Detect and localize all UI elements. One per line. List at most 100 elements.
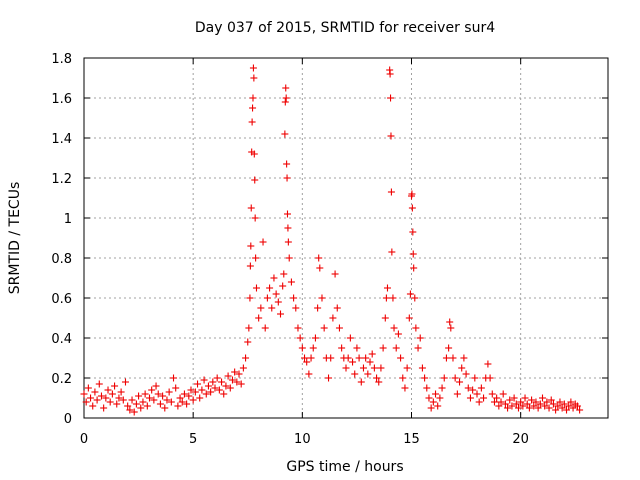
data-point <box>270 274 278 282</box>
chart-title: Day 037 of 2015, SRMTID for receiver sur… <box>195 20 495 36</box>
data-point <box>257 304 265 312</box>
data-point <box>294 324 302 332</box>
data-point <box>80 390 88 398</box>
data-point <box>381 314 389 322</box>
data-point <box>451 374 459 382</box>
y-tick-label: 0.4 <box>51 332 72 347</box>
data-point <box>119 396 127 404</box>
data-point <box>247 242 255 250</box>
data-point <box>366 358 374 366</box>
data-point <box>137 404 145 412</box>
data-point <box>573 402 581 410</box>
data-point <box>406 290 414 298</box>
data-point <box>556 398 564 406</box>
data-point <box>325 374 333 382</box>
data-point <box>139 398 147 406</box>
data-point <box>411 294 419 302</box>
data-point <box>362 354 370 362</box>
data-point <box>126 406 134 414</box>
data-point <box>320 324 328 332</box>
data-point <box>357 378 365 386</box>
data-point <box>547 396 555 404</box>
y-tick-label: 0.8 <box>51 252 72 267</box>
data-point <box>364 370 372 378</box>
data-point <box>226 384 234 392</box>
data-point <box>163 396 171 404</box>
data-point <box>272 290 280 298</box>
data-point <box>170 374 178 382</box>
data-point <box>298 344 306 352</box>
data-point <box>349 358 357 366</box>
data-point <box>438 384 446 392</box>
data-point <box>283 160 291 168</box>
data-point <box>249 64 257 72</box>
data-point <box>202 390 210 398</box>
data-point <box>342 364 350 372</box>
data-point <box>305 370 313 378</box>
data-point <box>141 390 149 398</box>
data-point <box>460 354 468 362</box>
data-point <box>176 394 184 402</box>
data-point <box>333 304 341 312</box>
data-point <box>469 386 477 394</box>
data-point <box>327 354 335 362</box>
data-point <box>150 396 158 404</box>
y-tick-label: 1.8 <box>51 52 72 67</box>
data-point <box>445 344 453 352</box>
data-point <box>132 400 140 408</box>
data-point <box>228 376 236 384</box>
data-point <box>410 264 418 272</box>
data-point <box>91 388 99 396</box>
data-point <box>484 360 492 368</box>
data-point <box>248 118 256 126</box>
data-point <box>95 380 103 388</box>
data-point <box>387 94 395 102</box>
data-point <box>143 402 151 410</box>
data-point <box>521 394 529 402</box>
data-point <box>235 370 243 378</box>
data-point <box>456 378 464 386</box>
data-point <box>475 398 483 406</box>
data-point <box>462 370 470 378</box>
data-point <box>178 398 186 406</box>
data-point <box>224 372 232 380</box>
data-point <box>172 384 180 392</box>
data-point <box>387 188 395 196</box>
data-point <box>436 394 444 402</box>
data-point <box>446 318 454 326</box>
data-point <box>209 378 217 386</box>
data-point <box>284 238 292 246</box>
data-point <box>161 404 169 412</box>
data-point <box>283 210 291 218</box>
y-tick-label: 1.6 <box>51 92 72 107</box>
data-point <box>309 344 317 352</box>
data-point <box>499 390 507 398</box>
data-point <box>249 104 257 112</box>
data-point <box>263 294 271 302</box>
data-point <box>421 374 429 382</box>
data-point <box>405 314 413 322</box>
data-point <box>135 392 143 400</box>
data-point <box>512 400 520 408</box>
data-point <box>159 392 167 400</box>
data-point <box>497 398 505 406</box>
data-point <box>379 344 387 352</box>
data-point <box>495 402 503 410</box>
data-point <box>318 294 326 302</box>
data-point <box>412 324 420 332</box>
data-point <box>108 390 116 398</box>
data-point <box>449 354 457 362</box>
data-point <box>117 388 125 396</box>
data-point <box>314 304 322 312</box>
data-point <box>249 94 257 102</box>
data-point <box>222 382 230 390</box>
data-point <box>233 378 241 386</box>
data-point <box>207 388 215 396</box>
data-point <box>315 254 323 262</box>
data-point <box>501 400 509 408</box>
data-point <box>432 390 440 398</box>
data-point <box>211 384 219 392</box>
data-point <box>480 394 488 402</box>
data-point <box>154 390 162 398</box>
data-point <box>373 374 381 382</box>
